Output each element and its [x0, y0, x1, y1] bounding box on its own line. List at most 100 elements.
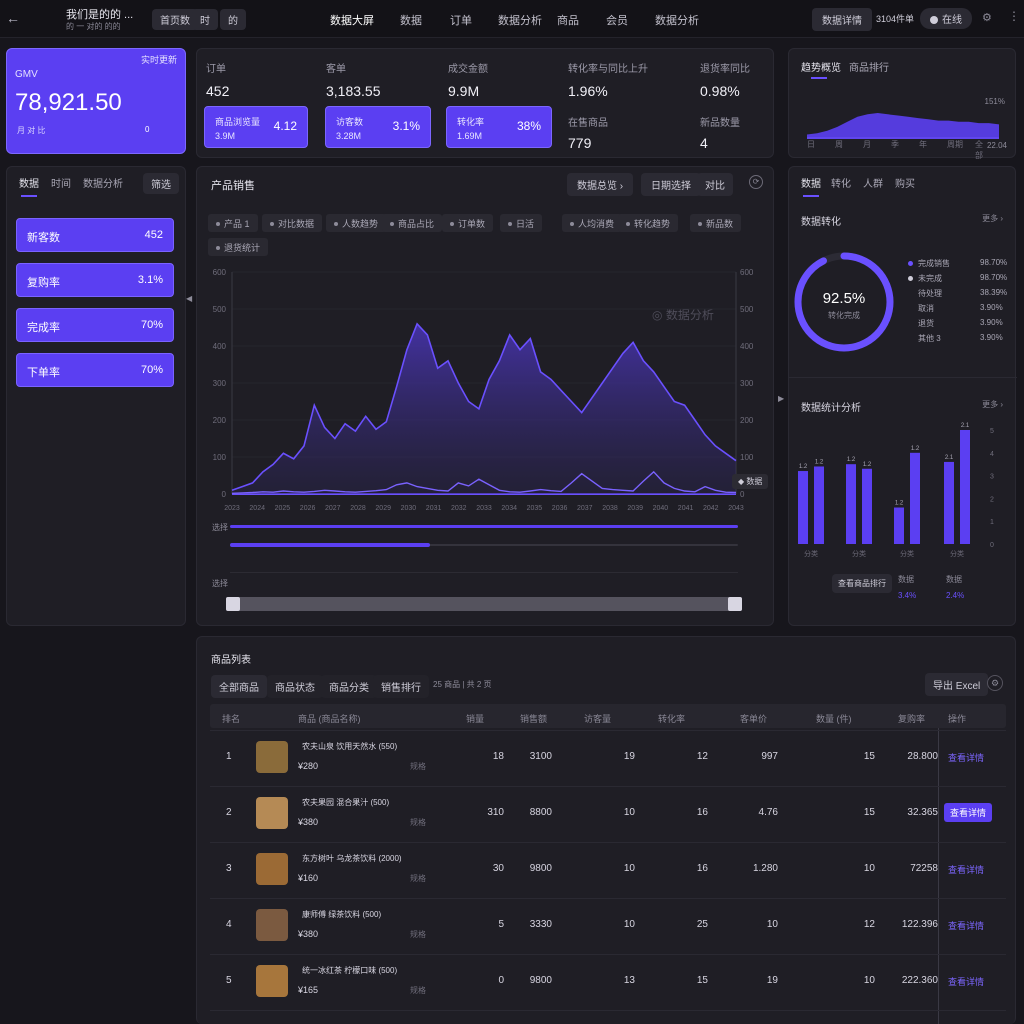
bar-a	[798, 471, 808, 544]
chip-label: 人均消费	[578, 219, 615, 229]
table-row[interactable]: 4 康师傅 绿茶饮料 (500) ¥380 规格 5 3330 10 25 10 12 122.39…	[210, 898, 1006, 954]
collapse-left-icon[interactable]: ◀	[186, 294, 193, 303]
tab-product-status[interactable]: 商品状态	[267, 675, 323, 698]
sidebar-item-order-rate[interactable]: 下单率 70%	[16, 353, 174, 387]
filter-chip[interactable]: 退货统计	[208, 238, 269, 256]
more-icon[interactable]: ⋮	[1008, 9, 1020, 23]
view-detail-button[interactable]: 查看详情	[948, 753, 985, 763]
filter-chip[interactable]: 转化趋势	[618, 214, 679, 232]
tab-sales-rank[interactable]: 销售排行	[373, 675, 429, 698]
header-tag-time[interactable]: 时	[192, 9, 218, 30]
th-avg-price[interactable]: 客单价	[740, 714, 768, 724]
tab-data[interactable]: 数据	[801, 179, 821, 190]
mini-card-visitors[interactable]: 访客数 3.28M 3.1%	[325, 106, 431, 148]
filter-chip[interactable]: 对比数据	[262, 214, 323, 232]
table-row[interactable]: 1 农夫山泉 饮用天然水 (550) ¥280 规格 18 3100 19 12 997 15 28…	[210, 730, 1006, 786]
filter-chip[interactable]: 人均消费	[562, 214, 623, 232]
header-tag-extra[interactable]: 的	[220, 9, 246, 30]
tab-conversion[interactable]: 转化	[831, 179, 851, 190]
sidebar-tab-analysis[interactable]: 数据分析	[83, 179, 123, 190]
th-quantity[interactable]: 数量 (件)	[816, 714, 852, 724]
mini-card-views[interactable]: 商品浏览量 3.9M 4.12	[204, 106, 308, 148]
bar-a-label: 1.2	[799, 464, 808, 470]
gear-icon[interactable]: ⚙	[987, 675, 1003, 691]
tab-crowd[interactable]: 人群	[863, 179, 883, 190]
filter-chip[interactable]: 订单数	[442, 214, 494, 232]
table-header	[210, 704, 1006, 728]
tab-trend-overview[interactable]: 趋势概览	[801, 63, 841, 74]
filter-chip[interactable]: 产品 1	[208, 214, 258, 232]
x-tick-label: 2032	[451, 505, 467, 512]
tab-all-products[interactable]: 全部商品	[211, 675, 267, 698]
gmv-card: GMV 78,921.50 月 对 比 实时更新 0	[6, 48, 186, 154]
range-slider[interactable]	[226, 597, 742, 611]
tab-purchase[interactable]: 购买	[895, 179, 915, 190]
nav-item-members[interactable]: 会员	[606, 15, 628, 27]
conversion-more-link[interactable]: 更多 ›	[982, 214, 1003, 223]
sidebar-item-new-customers[interactable]: 新客数 452	[16, 218, 174, 252]
export-excel-button[interactable]: 导出 Excel	[925, 673, 989, 696]
sidebar-tab-data[interactable]: 数据	[19, 179, 39, 190]
filter-chip[interactable]: 日活	[500, 214, 543, 232]
sidebar-filter-button[interactable]: 筛选	[143, 173, 179, 194]
tab-product-category[interactable]: 商品分类	[321, 675, 377, 698]
th-revenue[interactable]: 销售额	[520, 714, 548, 724]
th-sales[interactable]: 销量	[466, 714, 485, 724]
bar-a-label: 1.2	[847, 457, 856, 463]
filter-chip[interactable]: 商品占比	[382, 214, 443, 232]
refresh-icon[interactable]: ⟳	[749, 175, 763, 189]
compare-button[interactable]: 对比	[697, 173, 733, 196]
table-cell: 18	[492, 751, 504, 762]
bar-chart-more-link[interactable]: 更多 ›	[982, 400, 1003, 409]
gear-icon[interactable]: ⚙	[982, 12, 992, 24]
th-conversion[interactable]: 转化率	[658, 714, 686, 724]
arrow-left-icon[interactable]: ←	[6, 10, 20, 26]
nav-item-analysis-2[interactable]: 数据分析	[655, 15, 699, 27]
nav-item-dashboard[interactable]: 数据大屏	[330, 15, 374, 27]
view-detail-button[interactable]: 查看详情	[948, 977, 985, 987]
trend-overview-button[interactable]: 数据总览 ›	[567, 173, 634, 196]
th-repurchase[interactable]: 复购率	[898, 714, 926, 724]
view-detail-button[interactable]: 查看详情	[948, 921, 985, 931]
nav-item-data[interactable]: 数据	[400, 15, 422, 27]
date-select-button[interactable]: 日期选择	[641, 173, 701, 196]
online-status-label: 在线	[942, 15, 962, 26]
th-rank[interactable]: 排名	[222, 714, 241, 724]
range-handle-left[interactable]	[226, 597, 240, 611]
table-row[interactable]: 2 农夫果园 混合果汁 (500) ¥380 规格 310 8800 10 16 4.76 15 3…	[210, 786, 1006, 842]
table-row[interactable]: 5 统一冰红茶 柠檬口味 (500) ¥165 规格 0 9800 13 15 19 10 222.…	[210, 954, 1006, 1010]
table-row[interactable]: 3 东方树叶 乌龙茶饮料 (2000) ¥160 规格 30 9800 10 16 1.280 1…	[210, 842, 1006, 898]
x-tick-label: 2027	[325, 505, 341, 512]
product-rank-button[interactable]: 查看商品排行	[832, 574, 892, 593]
range-label-2: 选择	[212, 579, 228, 588]
chip-label: 新品数	[706, 219, 734, 229]
table-cell: 4.76	[758, 807, 778, 818]
tab-product-rank[interactable]: 商品排行	[849, 63, 889, 74]
sidebar-tab-time[interactable]: 时间	[51, 179, 71, 190]
nav-item-products[interactable]: 商品	[557, 15, 579, 27]
th-product[interactable]: 商品 (商品名称)	[298, 714, 361, 724]
filter-chip[interactable]: 新品数	[690, 214, 742, 232]
filter-chip[interactable]: 人数趋势	[326, 214, 387, 232]
online-status-pill[interactable]: 在线	[920, 8, 972, 29]
view-detail-button[interactable]: 查看详情	[944, 803, 993, 822]
product-thumbnail	[256, 741, 288, 773]
nav-item-orders[interactable]: 订单	[450, 15, 472, 27]
product-tag: 规格	[410, 874, 426, 883]
view-detail-button[interactable]: 查看详情	[948, 865, 985, 875]
mini-card-conversion[interactable]: 转化率 1.69M 38%	[446, 106, 552, 148]
table-row[interactable]	[210, 1010, 1006, 1024]
bar-b	[862, 468, 872, 544]
collapse-right-icon[interactable]: ▶	[778, 394, 785, 403]
header-tag-home[interactable]: 首页数	[152, 9, 198, 30]
sidebar-item-repurchase[interactable]: 复购率 3.1%	[16, 263, 174, 297]
data-detail-button[interactable]: 数据详情	[812, 8, 872, 31]
table-cell: 16	[696, 807, 708, 818]
y-right-tick-label: 100	[740, 453, 754, 462]
y-left-tick-label: 500	[213, 305, 227, 314]
chip-label: 订单数	[458, 219, 486, 229]
nav-item-analysis[interactable]: 数据分析	[498, 15, 542, 27]
range-handle-right[interactable]	[728, 597, 742, 611]
th-visitors[interactable]: 访客量	[584, 714, 612, 724]
sidebar-item-completion[interactable]: 完成率 70%	[16, 308, 174, 342]
